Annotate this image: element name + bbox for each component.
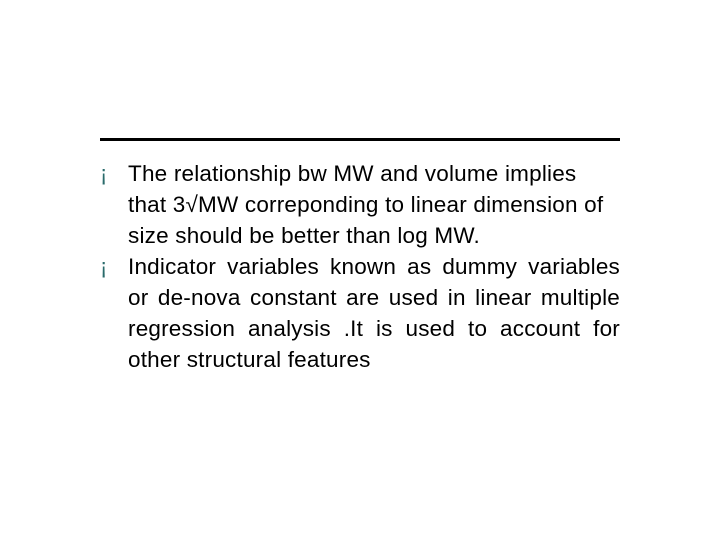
slide: ¡ The relationship bw MW and volume impl… bbox=[0, 0, 720, 540]
list-item-text: The relationship bw MW and volume implie… bbox=[128, 158, 620, 251]
list-item-text: Indicator variables known as dummy varia… bbox=[128, 251, 620, 375]
bullet-icon: ¡ bbox=[100, 251, 128, 282]
list-item: ¡ Indicator variables known as dummy var… bbox=[100, 251, 620, 375]
content-area: ¡ The relationship bw MW and volume impl… bbox=[100, 158, 620, 375]
list-item: ¡ The relationship bw MW and volume impl… bbox=[100, 158, 620, 251]
bullet-icon: ¡ bbox=[100, 158, 128, 189]
horizontal-rule bbox=[100, 138, 620, 141]
